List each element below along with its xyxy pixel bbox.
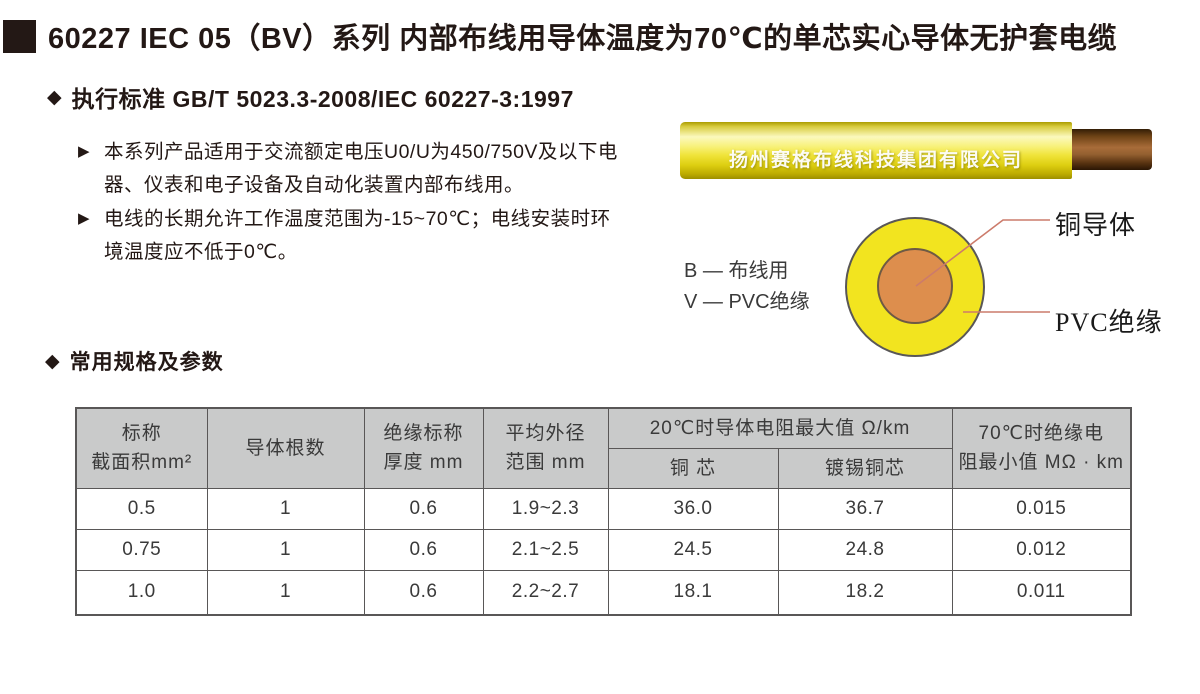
cross-section-conductor-circle	[877, 248, 953, 324]
page-title: 60227 IEC 05（BV）系列 内部布线用导体温度为70℃的单芯实心导体无…	[48, 23, 1118, 55]
cell: 1	[206, 569, 365, 616]
header-tinned-copper-core: 镀锡铜芯	[777, 447, 953, 489]
table-subheader-row: 铜 芯 镀锡铜芯	[76, 447, 1131, 489]
cell: 0.75	[75, 528, 208, 571]
cell: 2.2~2.7	[482, 569, 609, 616]
cell: 18.2	[777, 569, 953, 616]
cell: 18.1	[607, 569, 779, 616]
cell: 1	[206, 487, 365, 530]
cell: 0.6	[363, 487, 484, 530]
watermark-text: 扬州赛格布线科技集团有限公司	[728, 150, 1023, 171]
table-row: 1.0 1 0.6 2.2~2.7 18.1 18.2 0.011	[75, 569, 1132, 616]
section-heading-row: ◆ 常用规格及参数	[45, 346, 224, 376]
table-row: 0.5 1 0.6 1.9~2.3 36.0 36.7 0.015	[75, 487, 1132, 530]
cell: 1.0	[75, 569, 208, 616]
cell: 2.1~2.5	[482, 528, 609, 571]
table-row: 0.75 1 0.6 2.1~2.5 24.5 24.8 0.012	[75, 528, 1132, 571]
leader-lines	[915, 219, 1050, 313]
cell: 0.012	[951, 528, 1132, 571]
triangle-bullet-icon: ▶	[78, 143, 90, 160]
title-row: 60227 IEC 05（BV）系列 内部布线用导体温度为70℃的单芯实心导体无…	[3, 15, 1117, 57]
table-header-row: 标称 截面积mm² 导体根数 绝缘标称 厚度 mm 平均外径 范围 mm 20℃…	[75, 407, 1132, 489]
notes-list: ▶ 本系列产品适用于交流额定电压U0/U为450/750V及以下电器、仪表和电子…	[78, 136, 633, 270]
header-resistance-group: 20℃时导体电阻最大值 Ω/km	[607, 407, 953, 449]
cell: 0.5	[75, 487, 208, 530]
note-text: 本系列产品适用于交流额定电压U0/U为450/750V及以下电器、仪表和电子设备…	[104, 141, 618, 196]
cell: 1.9~2.3	[482, 487, 609, 530]
list-item: ▶ 电线的长期允许工作温度范围为-15~70℃；电线安装时环境温度应不低于0℃。	[78, 203, 633, 268]
insulation-callout-label: PVC绝缘	[1055, 308, 1163, 337]
legend-line-v: V — PVC绝缘	[684, 291, 810, 313]
legend-line-b: B — 布线用	[684, 260, 789, 282]
cable-illustration: 扬州赛格布线科技集团有限公司 B — 布线用 V — PVC绝缘 铜导体 PVC…	[660, 110, 1170, 370]
cell: 1	[206, 528, 365, 571]
diamond-bullet-icon: ◆	[45, 350, 60, 372]
conductor-callout-label: 铜导体	[1055, 211, 1137, 240]
header-insulation-resistance: 70℃时绝缘电 阻最小值 MΩ · km	[951, 407, 1132, 489]
note-text: 电线的长期允许工作温度范围为-15~70℃；电线安装时环境温度应不低于0℃。	[104, 208, 611, 263]
cell: 0.6	[363, 569, 484, 616]
title-square-marker-icon	[3, 19, 36, 53]
bare-conductor-image	[1072, 129, 1152, 170]
triangle-bullet-icon: ▶	[78, 210, 90, 227]
header-copper-core: 铜 芯	[607, 447, 779, 489]
list-item: ▶ 本系列产品适用于交流额定电压U0/U为450/750V及以下电器、仪表和电子…	[78, 136, 633, 201]
diamond-bullet-icon: ◆	[47, 86, 62, 108]
standard-row: ◆ 执行标准 GB/T 5023.3-2008/IEC 60227-3:1997	[47, 80, 574, 114]
cell: 36.7	[777, 487, 953, 530]
cell: 24.8	[777, 528, 953, 571]
type-code-legend: B — 布线用 V — PVC绝缘	[684, 256, 810, 318]
header-nominal-area: 标称 截面积mm²	[75, 407, 208, 489]
cell: 36.0	[607, 487, 779, 530]
header-insulation-thickness: 绝缘标称 厚度 mm	[363, 407, 484, 489]
spec-table: 标称 截面积mm² 导体根数 绝缘标称 厚度 mm 平均外径 范围 mm 20℃…	[75, 407, 1132, 616]
cell: 0.011	[951, 569, 1132, 616]
section-title: 常用规格及参数	[69, 351, 224, 374]
cell: 24.5	[607, 528, 779, 571]
standard-heading: 执行标准 GB/T 5023.3-2008/IEC 60227-3:1997	[71, 86, 574, 112]
header-mean-od: 平均外径 范围 mm	[482, 407, 609, 489]
cell: 0.6	[363, 528, 484, 571]
cable-sheath-image: 扬州赛格布线科技集团有限公司	[680, 122, 1072, 179]
cell: 0.015	[951, 487, 1132, 530]
header-strand-count: 导体根数	[206, 407, 365, 489]
